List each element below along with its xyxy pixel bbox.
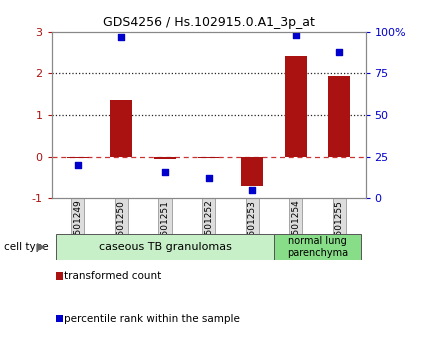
Bar [198, 156, 219, 158]
Point [249, 187, 255, 193]
Text: caseous TB granulomas: caseous TB granulomas [98, 242, 231, 252]
Bar [329, 75, 350, 156]
Bar [56, 234, 274, 260]
Point [74, 162, 81, 168]
Text: ▶: ▶ [37, 242, 45, 252]
Bar [241, 156, 263, 186]
Point [162, 169, 169, 175]
Point [336, 49, 343, 55]
Bar [285, 56, 307, 156]
Bar [154, 156, 176, 159]
Bar [274, 234, 361, 260]
Text: cell type: cell type [4, 242, 49, 252]
Text: normal lung
parenchyma: normal lung parenchyma [287, 236, 348, 258]
Point [118, 34, 125, 40]
Bar [111, 101, 132, 156]
Point [205, 176, 212, 181]
Text: transformed count: transformed count [64, 271, 162, 281]
Text: GDS4256 / Hs.102915.0.A1_3p_at: GDS4256 / Hs.102915.0.A1_3p_at [103, 16, 314, 29]
Text: percentile rank within the sample: percentile rank within the sample [64, 314, 240, 324]
Bar [67, 156, 89, 158]
Point [292, 32, 299, 38]
